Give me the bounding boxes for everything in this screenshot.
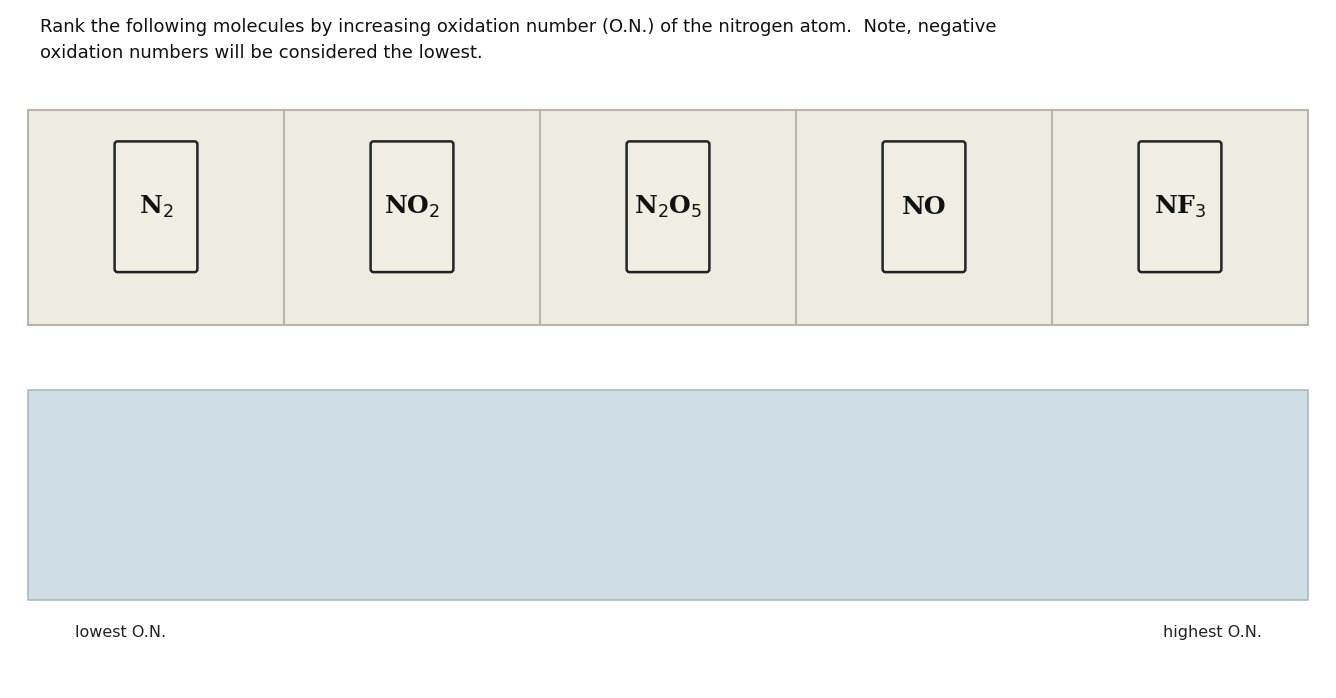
Text: N$_2$O$_5$: N$_2$O$_5$	[633, 193, 703, 220]
FancyBboxPatch shape	[28, 110, 1308, 325]
FancyBboxPatch shape	[115, 142, 198, 272]
Text: lowest O.N.: lowest O.N.	[75, 625, 166, 640]
FancyBboxPatch shape	[370, 142, 453, 272]
FancyBboxPatch shape	[28, 390, 1308, 600]
FancyBboxPatch shape	[627, 142, 709, 272]
Text: NF$_3$: NF$_3$	[1154, 193, 1206, 220]
FancyBboxPatch shape	[883, 142, 966, 272]
Text: highest O.N.: highest O.N.	[1164, 625, 1263, 640]
FancyBboxPatch shape	[1138, 142, 1221, 272]
Text: Rank the following molecules by increasing oxidation number (O.N.) of the nitrog: Rank the following molecules by increasi…	[40, 18, 997, 61]
Text: N$_2$: N$_2$	[139, 193, 174, 220]
Text: NO$_2$: NO$_2$	[383, 193, 440, 220]
Text: NO: NO	[902, 195, 946, 218]
